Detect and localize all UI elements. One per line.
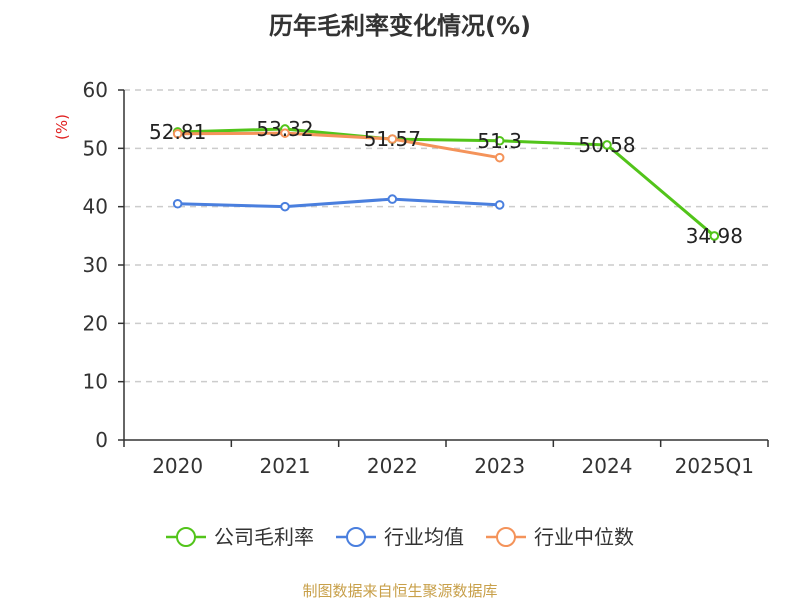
data-point bbox=[280, 128, 290, 138]
source-note: 制图数据来自恒生聚源数据库 bbox=[302, 582, 497, 600]
x-tick-label: 2023 bbox=[474, 454, 525, 478]
data-point bbox=[387, 194, 398, 204]
data-label: 34.98 bbox=[686, 224, 743, 248]
data-point bbox=[494, 135, 505, 146]
data-point bbox=[172, 128, 183, 139]
series-line bbox=[177, 127, 716, 238]
data-point bbox=[387, 134, 398, 144]
data-point bbox=[494, 152, 505, 163]
series-line bbox=[177, 197, 500, 209]
data-point bbox=[494, 200, 505, 210]
legend-label: 行业均值 bbox=[384, 525, 464, 549]
legend-label: 公司毛利率 bbox=[214, 525, 314, 549]
data-point bbox=[280, 201, 290, 212]
x-tick-label: 2024 bbox=[582, 454, 633, 478]
data-label: 50.58 bbox=[578, 133, 635, 157]
legend-swatch-marker bbox=[346, 527, 366, 547]
chart-title: 历年毛利率变化情况(%) bbox=[269, 12, 531, 40]
legend-item[interactable]: 公司毛利率 bbox=[166, 525, 314, 549]
data-label: 51.57 bbox=[364, 127, 421, 151]
data-point bbox=[172, 198, 183, 209]
data-point bbox=[602, 140, 612, 150]
x-tick-label: 2020 bbox=[152, 454, 203, 478]
x-tick-label: 2022 bbox=[367, 454, 418, 478]
data-label: 51.3 bbox=[477, 129, 522, 153]
y-tick-label: 50 bbox=[83, 136, 108, 160]
y-tick-label: 20 bbox=[83, 311, 108, 335]
legend-item[interactable]: 行业均值 bbox=[336, 525, 464, 549]
legend-swatch-marker bbox=[176, 527, 196, 547]
y-tick-label: 40 bbox=[83, 195, 108, 219]
series-line bbox=[177, 131, 500, 160]
y-axis-unit: (%) bbox=[53, 114, 71, 140]
y-tick-label: 0 bbox=[95, 428, 108, 452]
legend-label: 行业中位数 bbox=[534, 525, 634, 549]
x-tick-label: 2021 bbox=[260, 454, 311, 478]
y-tick-label: 30 bbox=[83, 253, 108, 277]
data-point bbox=[709, 231, 720, 241]
y-tick-label: 60 bbox=[83, 78, 108, 102]
x-tick-label: 2025Q1 bbox=[675, 454, 754, 478]
legend-swatch-marker bbox=[496, 527, 516, 547]
legend-item[interactable]: 行业中位数 bbox=[486, 525, 634, 549]
data-label: 53.32 bbox=[256, 117, 313, 141]
data-label: 52.81 bbox=[149, 120, 206, 144]
y-tick-label: 10 bbox=[83, 370, 108, 394]
